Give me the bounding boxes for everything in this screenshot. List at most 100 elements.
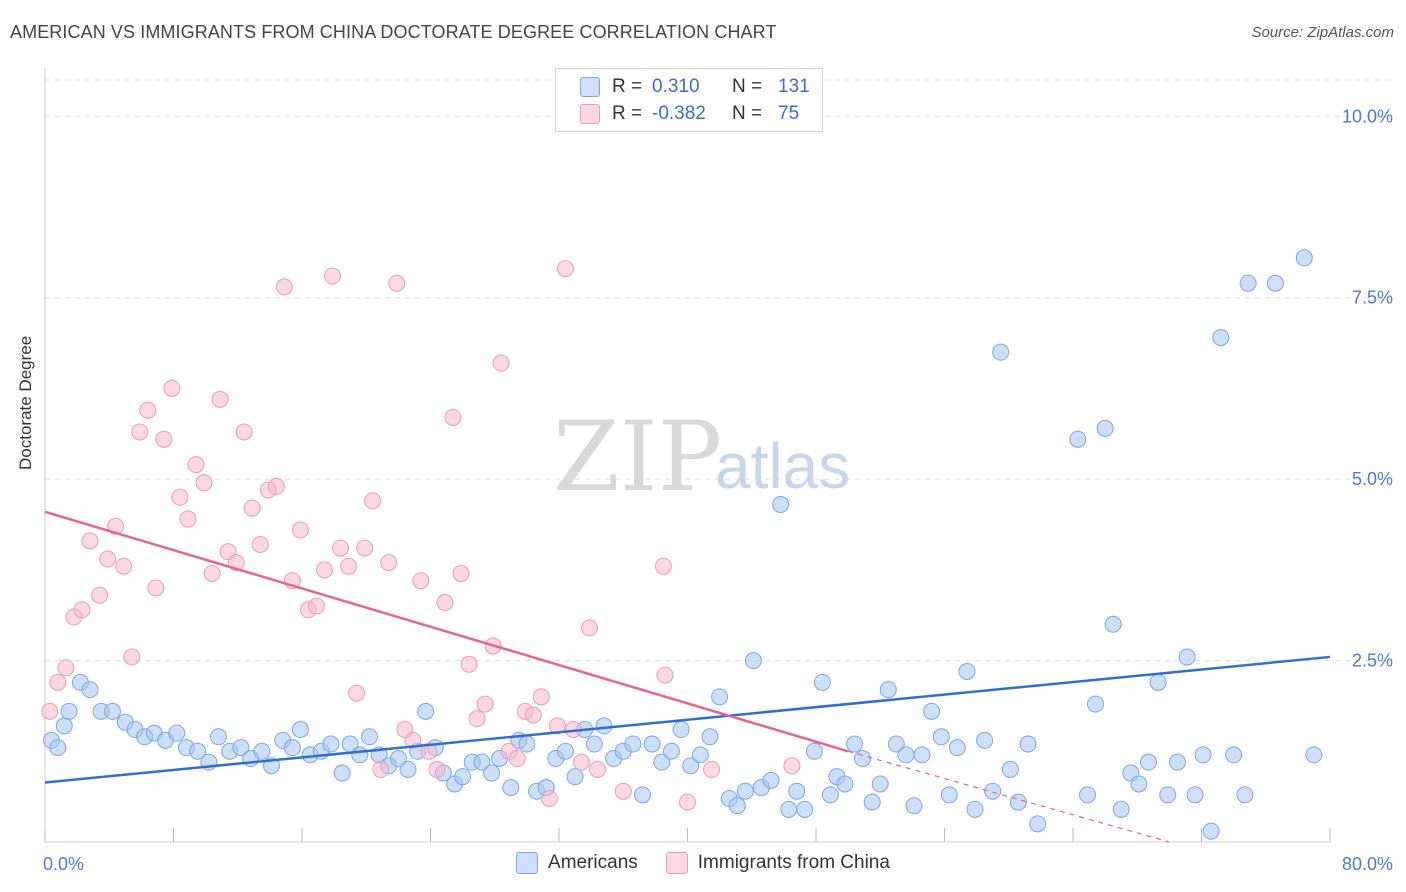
point-china bbox=[203, 564, 221, 582]
legend-label-china: Immigrants from China bbox=[697, 852, 890, 873]
point-americans bbox=[1236, 786, 1254, 804]
point-americans bbox=[701, 728, 719, 746]
point-china bbox=[372, 760, 390, 778]
point-americans bbox=[556, 742, 574, 760]
point-americans bbox=[1149, 673, 1167, 691]
point-china bbox=[436, 594, 454, 612]
legend-row-americans: R = 0.310 N = 131 bbox=[580, 74, 818, 100]
point-china bbox=[81, 532, 99, 550]
point-china bbox=[123, 648, 141, 666]
point-americans bbox=[958, 662, 976, 680]
point-americans bbox=[502, 779, 520, 797]
legend-n-value: 75 bbox=[778, 103, 800, 124]
point-china bbox=[404, 731, 422, 749]
legend-r-value: 0.310 bbox=[652, 76, 700, 97]
chart-source: Source: ZipAtlas.com bbox=[1251, 24, 1394, 41]
point-china bbox=[492, 354, 510, 372]
point-americans bbox=[887, 735, 905, 753]
point-americans bbox=[232, 739, 250, 757]
point-china bbox=[147, 579, 165, 597]
legend-item-americans[interactable]: Americans bbox=[516, 852, 638, 874]
point-americans bbox=[966, 800, 984, 818]
point-china bbox=[356, 539, 374, 557]
point-china bbox=[41, 702, 59, 720]
y-tick-label: 2.5% bbox=[1352, 651, 1393, 671]
watermark: ZIP atlas bbox=[553, 401, 850, 513]
point-china bbox=[656, 666, 674, 684]
point-china bbox=[315, 561, 333, 579]
point-china bbox=[139, 401, 157, 419]
legend-n-value: 131 bbox=[778, 76, 810, 97]
point-americans bbox=[762, 771, 780, 789]
point-china bbox=[91, 586, 109, 604]
point-china bbox=[57, 659, 75, 677]
trend-line-china bbox=[44, 510, 849, 753]
legend-n-label: N = bbox=[732, 103, 763, 124]
point-americans bbox=[454, 768, 472, 786]
watermark-atlas: atlas bbox=[715, 430, 850, 502]
point-americans bbox=[60, 702, 78, 720]
trend-line-americans bbox=[44, 655, 1331, 784]
point-americans bbox=[711, 688, 729, 706]
legend-row-china: R = -0.382 N = 75 bbox=[580, 101, 818, 127]
point-americans bbox=[780, 800, 798, 818]
point-americans bbox=[836, 775, 854, 793]
legend-swatch-americans bbox=[516, 852, 539, 874]
point-americans bbox=[351, 746, 369, 764]
y-tick-label: 7.5% bbox=[1352, 288, 1393, 308]
point-americans bbox=[634, 786, 652, 804]
point-americans bbox=[1139, 753, 1157, 771]
point-china bbox=[291, 521, 309, 539]
point-americans bbox=[585, 735, 603, 753]
point-china bbox=[420, 742, 438, 760]
grid-lines bbox=[45, 79, 1390, 662]
point-americans bbox=[55, 717, 73, 735]
legend-swatch-china bbox=[665, 852, 688, 874]
point-china bbox=[251, 535, 269, 553]
point-americans bbox=[1159, 786, 1177, 804]
point-china bbox=[783, 757, 801, 775]
point-china bbox=[679, 793, 696, 811]
point-americans bbox=[322, 735, 340, 753]
point-americans bbox=[473, 753, 491, 771]
legend-swatch-americans bbox=[580, 77, 600, 97]
point-china bbox=[195, 474, 213, 492]
legend-item-china[interactable]: Immigrants from China bbox=[665, 852, 890, 874]
point-china bbox=[532, 688, 550, 706]
point-americans bbox=[189, 742, 207, 760]
point-china bbox=[243, 499, 261, 517]
legend-label-americans: Americans bbox=[548, 852, 638, 873]
point-china bbox=[468, 710, 486, 728]
point-americans bbox=[805, 742, 823, 760]
point-americans bbox=[81, 681, 99, 699]
point-china bbox=[524, 706, 542, 724]
point-americans bbox=[728, 797, 746, 815]
point-china bbox=[589, 760, 607, 778]
point-china bbox=[412, 572, 430, 590]
point-americans bbox=[863, 793, 881, 811]
point-americans bbox=[796, 800, 814, 818]
point-china bbox=[654, 557, 672, 575]
point-americans bbox=[103, 702, 121, 720]
point-americans bbox=[788, 782, 806, 800]
point-americans bbox=[417, 702, 435, 720]
point-china bbox=[508, 750, 526, 768]
point-americans bbox=[1029, 815, 1047, 833]
point-americans bbox=[744, 652, 762, 670]
point-americans bbox=[399, 760, 417, 778]
point-americans bbox=[1019, 735, 1037, 753]
correlation-legend: R = 0.310 N = 131 R = -0.382 N = 75 bbox=[555, 68, 823, 132]
point-americans bbox=[923, 702, 941, 720]
point-americans bbox=[913, 746, 931, 764]
point-china bbox=[348, 684, 366, 702]
point-americans bbox=[1266, 274, 1284, 292]
point-china bbox=[115, 557, 133, 575]
point-china bbox=[476, 695, 494, 713]
point-americans bbox=[821, 786, 839, 804]
point-americans bbox=[1168, 753, 1186, 771]
point-china bbox=[163, 379, 181, 397]
point-americans bbox=[1104, 615, 1122, 633]
point-americans bbox=[389, 750, 407, 768]
point-china bbox=[324, 267, 342, 285]
